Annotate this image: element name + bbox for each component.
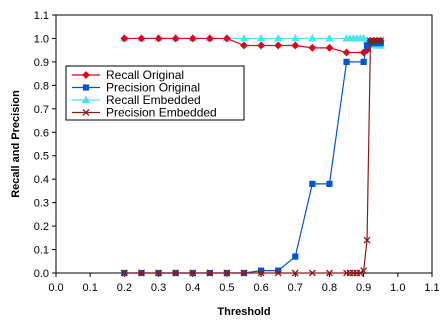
recall-original-point [120, 34, 129, 43]
precision-embedded-point [377, 37, 385, 45]
precision-embedded-point [291, 269, 299, 277]
precision-embedded-point [240, 269, 248, 277]
x-axis-title: Threshold [217, 306, 270, 318]
precision-embedded-point [223, 269, 231, 277]
recall-original-point [240, 41, 248, 50]
y-tick-label: 0.2 [34, 221, 49, 233]
precision-embedded-point [189, 269, 197, 277]
y-tick-label: 0.1 [34, 245, 49, 257]
legend-entry-precision-embedded: Precision Embedded [72, 106, 217, 120]
precision-embedded-point [274, 269, 282, 277]
recall-embedded-point [256, 34, 266, 42]
series-precision-embedded [120, 37, 385, 277]
recall-original-point [291, 41, 300, 50]
legend-swatch-marker [82, 109, 90, 116]
precision-original-point [309, 180, 316, 187]
precision-embedded-point [308, 269, 316, 277]
x-tick-label: 0.5 [219, 282, 234, 294]
legend-entry-precision-original: Precision Original [72, 81, 200, 95]
x-tick-label: 0.1 [83, 282, 98, 294]
precision-embedded-point [360, 267, 368, 275]
legend-label: Precision Embedded [106, 106, 217, 120]
precision-embedded-point [363, 236, 371, 244]
recall-embedded-point [273, 34, 283, 42]
precision-embedded-point [356, 269, 364, 277]
plot-axes: 0.0 0.1 0.2 0.3 0.4 0.5 0.6 0.7 0.8 0.9 1.0 1.1 0.0 0… [34, 10, 440, 294]
y-tick-label: 0.9 [34, 57, 49, 69]
precision-embedded-point [120, 269, 128, 277]
y-tick-label: 1.1 [34, 10, 49, 22]
recall-original-point [257, 41, 265, 50]
legend-swatch-marker [81, 95, 91, 104]
recall-embedded-point [291, 34, 300, 42]
recall-original-point [205, 34, 214, 43]
precision-embedded-point [137, 269, 145, 277]
legend-label: Precision Original [106, 81, 200, 95]
recall-original-point [154, 34, 163, 43]
x-tick-label: 0.2 [117, 282, 132, 294]
y-tick-label: 0.7 [34, 104, 49, 116]
precision-original-point [326, 180, 333, 187]
y-tick-label: 0.5 [34, 151, 49, 163]
plot-area [55, 14, 433, 274]
x-tick-label: 0.3 [151, 282, 166, 294]
legend-swatch-marker [82, 71, 90, 79]
x-tick-label: 0.7 [288, 282, 303, 294]
x-tick-label: 0.6 [253, 282, 268, 294]
legend-swatch-marker [82, 84, 90, 91]
y-tick-label: 0.6 [34, 127, 49, 139]
precision-embedded-line [124, 40, 381, 274]
legend-label: Recall Embedded [106, 93, 201, 107]
precision-original-point [292, 253, 299, 260]
recall-original-point [342, 48, 351, 57]
precision-original-point [343, 58, 350, 66]
y-tick-label: 0.0 [34, 268, 49, 280]
recall-original-point [223, 34, 231, 43]
precision-embedded-point [257, 269, 265, 277]
recall-original-point [325, 43, 334, 52]
precision-original-point [360, 58, 367, 66]
legend-entry-recall-original: Recall Original [72, 68, 184, 82]
y-tick-label: 0.4 [34, 174, 49, 186]
x-tick-label: 0.8 [322, 282, 337, 294]
y-tick-label: 0.3 [34, 198, 49, 210]
recall-original-point [308, 43, 317, 52]
legend-entry-recall-embedded: Recall Embedded [72, 93, 201, 107]
y-tick-label: 0.8 [34, 80, 49, 92]
recall-embedded-point [239, 34, 249, 42]
series-layer [120, 34, 385, 277]
x-tick-label: 1.1 [424, 282, 439, 294]
recall-original-point [274, 41, 283, 50]
recall-original-point [171, 34, 180, 43]
precision-embedded-point [155, 269, 163, 277]
precision-embedded-point [325, 269, 333, 277]
recall-embedded-point [325, 34, 334, 42]
x-tick-label: 0.4 [185, 282, 200, 294]
y-axis-title: Recall and Precision [10, 90, 22, 198]
precision-embedded-point [206, 269, 214, 277]
x-tick-label: 0.9 [356, 282, 371, 294]
legend-label: Recall Original [106, 68, 184, 82]
x-tick-label: 0.0 [48, 282, 63, 294]
recall-original-point [137, 34, 146, 43]
recall-original-point [188, 34, 197, 43]
precision-embedded-point [172, 269, 180, 277]
x-tick-label: 1.0 [390, 282, 405, 294]
y-tick-label: 1.0 [34, 33, 49, 45]
recall-embedded-point [308, 34, 317, 42]
